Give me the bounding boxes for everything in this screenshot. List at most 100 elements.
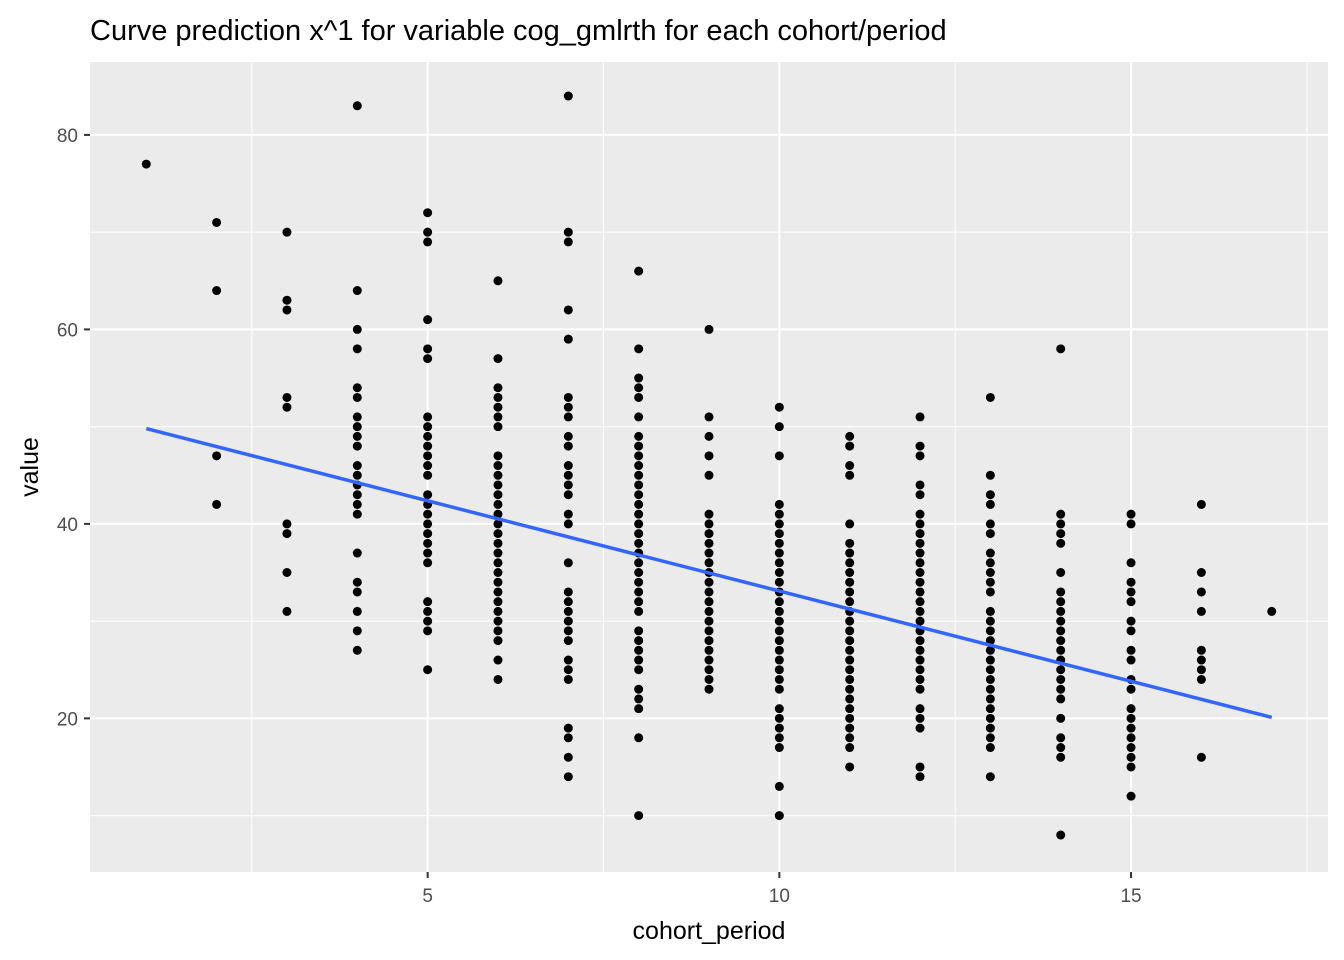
data-point <box>985 626 995 636</box>
data-point <box>423 548 433 558</box>
data-point <box>1056 626 1066 636</box>
data-point <box>985 558 995 568</box>
data-point <box>563 587 573 597</box>
data-point <box>1056 568 1066 578</box>
data-point <box>845 762 855 772</box>
data-point <box>915 674 925 684</box>
data-point <box>845 665 855 675</box>
data-point <box>423 665 433 675</box>
data-point <box>352 645 362 655</box>
data-point <box>915 568 925 578</box>
data-point <box>845 704 855 714</box>
data-point <box>704 606 714 616</box>
data-point <box>423 519 433 529</box>
data-point <box>845 713 855 723</box>
data-point <box>845 626 855 636</box>
data-point <box>352 577 362 587</box>
data-point <box>1196 674 1206 684</box>
data-point <box>1056 606 1066 616</box>
data-point <box>845 538 855 548</box>
data-point <box>704 674 714 684</box>
data-point <box>704 626 714 636</box>
data-point <box>563 334 573 344</box>
data-point <box>915 655 925 665</box>
data-point <box>634 373 644 383</box>
data-point <box>1126 713 1136 723</box>
data-point <box>1056 597 1066 607</box>
data-point <box>634 597 644 607</box>
data-point <box>774 422 784 432</box>
data-point <box>1126 762 1136 772</box>
data-point <box>774 558 784 568</box>
data-point <box>915 616 925 626</box>
data-point <box>493 538 503 548</box>
data-point <box>915 480 925 490</box>
data-point <box>985 645 995 655</box>
data-point <box>493 674 503 684</box>
data-point <box>774 626 784 636</box>
data-point <box>563 91 573 101</box>
x-tick-label: 5 <box>422 886 433 907</box>
data-point <box>1126 723 1136 733</box>
data-point <box>774 402 784 412</box>
data-point <box>352 490 362 500</box>
data-point <box>563 636 573 646</box>
data-point <box>423 237 433 247</box>
data-point <box>985 655 995 665</box>
data-point <box>423 451 433 461</box>
data-point <box>493 490 503 500</box>
plot-panel <box>90 62 1328 872</box>
data-point <box>985 548 995 558</box>
data-point <box>352 587 362 597</box>
data-point <box>352 441 362 451</box>
x-tick-label: 15 <box>1120 886 1141 907</box>
data-point <box>1056 674 1066 684</box>
data-point <box>985 772 995 782</box>
data-point <box>634 509 644 519</box>
data-point <box>634 499 644 509</box>
data-point <box>915 490 925 500</box>
data-point <box>563 733 573 743</box>
data-point <box>423 509 433 519</box>
data-point <box>774 529 784 539</box>
data-point <box>493 509 503 519</box>
data-point <box>563 470 573 480</box>
data-point <box>352 383 362 393</box>
data-point <box>423 558 433 568</box>
data-point <box>915 704 925 714</box>
data-point <box>634 266 644 276</box>
data-point <box>1056 694 1066 704</box>
data-point <box>704 587 714 597</box>
data-point <box>845 431 855 441</box>
data-point <box>985 529 995 539</box>
data-point <box>634 412 644 422</box>
data-point <box>985 519 995 529</box>
data-point <box>1267 606 1277 616</box>
data-point <box>774 568 784 578</box>
data-point <box>634 451 644 461</box>
data-point <box>282 606 292 616</box>
data-point <box>1126 645 1136 655</box>
data-point <box>493 461 503 471</box>
data-point <box>845 616 855 626</box>
data-point <box>915 519 925 529</box>
data-point <box>1126 509 1136 519</box>
data-point <box>423 626 433 636</box>
data-point <box>634 538 644 548</box>
data-point <box>352 499 362 509</box>
data-point <box>423 412 433 422</box>
data-point <box>282 519 292 529</box>
data-point <box>282 568 292 578</box>
data-point <box>634 383 644 393</box>
data-point <box>563 509 573 519</box>
data-point <box>1196 645 1206 655</box>
data-point <box>634 558 644 568</box>
data-point <box>352 626 362 636</box>
data-point <box>1056 830 1066 840</box>
data-point <box>563 597 573 607</box>
data-point <box>774 597 784 607</box>
data-point <box>774 577 784 587</box>
data-point <box>985 606 995 616</box>
data-point <box>282 402 292 412</box>
data-point <box>1056 684 1066 694</box>
